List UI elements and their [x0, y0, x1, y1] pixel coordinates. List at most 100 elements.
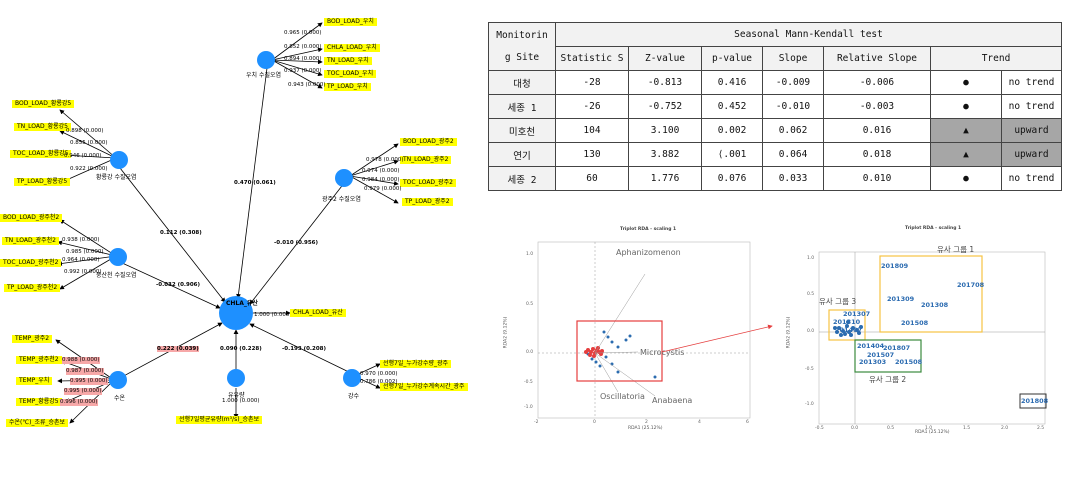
row-rel: -0.003: [823, 94, 931, 119]
row-site: 연기: [488, 142, 556, 167]
rda-right-xtick: -0.5: [815, 426, 824, 431]
suon-label-4: 수온(℃)_조류_승촌보: [6, 419, 69, 427]
site-label: 201309: [887, 295, 915, 303]
rda-right-xtick: 2.5: [1037, 426, 1045, 431]
rda-right-ytick: 0.5: [807, 292, 815, 297]
pungsan-label-3: TP_LOAD_광주천2: [4, 284, 61, 292]
rda-left-xlabel: RDA1 (25.12%): [628, 426, 663, 431]
col-site-header: Monitorin g Site: [488, 22, 556, 71]
pungsan-loading-0: 0.938 (0.000): [62, 237, 100, 243]
pungsan-loading-3: 0.992 (0.000): [64, 269, 102, 275]
row-s: -26: [555, 94, 629, 119]
rda-right-xtick: 0.5: [887, 426, 895, 431]
suon-label-2: TEMP_우치: [16, 377, 53, 385]
gangsu-loading-1: 0.786 (0.002): [360, 379, 398, 385]
table-row: 세종 1 -26 -0.752 0.452 -0.010 -0.003 ● no…: [488, 94, 1062, 119]
row-z: 3.100: [628, 118, 702, 143]
row-rel: 0.010: [823, 166, 931, 191]
rda-left-ytick: -1.0: [524, 405, 533, 410]
suon-label-1: TEMP_광주천2: [16, 356, 62, 364]
path-arrows: [55, 22, 399, 424]
row-trend: no trend: [1001, 70, 1062, 95]
hwangryong-label-1: TN_LOAD_황룡강5: [14, 123, 72, 131]
table-row: 미호천 104 3.100 0.002 0.062 0.016 ▲ upward: [488, 118, 1062, 143]
hwangryong-label-3: TP_LOAD_황룡강5: [14, 178, 71, 186]
rda-left-ytick: 0.5: [526, 302, 534, 307]
outlier-site-label: 201808: [1021, 397, 1049, 405]
rda-right-ylabel: RDA2 (9.12%): [786, 316, 792, 349]
species-oscillatoria: Oscillatoria: [600, 392, 645, 401]
mann-kendall-table: Monitorin g Site Seasonal Mann-Kendall te…: [488, 22, 1062, 191]
pungsan-label-1: TN_LOAD_광주천2: [2, 237, 60, 245]
hwangryong-path-coef: 0.112 (0.308): [160, 230, 202, 236]
row-trend-symbol: ●: [930, 94, 1002, 119]
site-label: 201508: [901, 319, 929, 327]
rda-left-ylabel: RDA2 (9.12%): [503, 316, 509, 349]
gwangju2-loading-0: 0.978 (0.000): [366, 157, 404, 163]
rda-right-ytick: 0.0: [807, 329, 815, 334]
node-gwangju2: [335, 169, 353, 187]
rda-left-title: Triplot RDA - scaling 1: [620, 227, 677, 232]
woochi-loading-4: 0.943 (0.000): [288, 82, 326, 88]
node-gangsu: [343, 369, 361, 387]
pungsan-label-2: TOC_LOAD_광주천2: [0, 259, 62, 267]
rda-right-xtick: 2.0: [1001, 426, 1009, 431]
gangsu-loading-0: 0.970 (0.000): [360, 371, 398, 377]
row-rel: 0.018: [823, 142, 931, 167]
node-chla: [219, 296, 253, 330]
chla-caption: CHLA_유산: [226, 300, 258, 307]
site-label: 201308: [921, 301, 949, 309]
chla-label: CHLA_LOAD_유산: [290, 309, 346, 317]
node-pungsan: [109, 248, 127, 266]
gwangju2-label-2: TOC_LOAD_광주2: [400, 179, 456, 187]
table-row: 연기 130 3.882 ⟨.001 0.064 0.018 ▲ upward: [488, 142, 1062, 167]
row-rel: -0.006: [823, 70, 931, 95]
gwangju2-label-1: TN_LOAD_광주2: [400, 156, 452, 164]
row-s: -28: [555, 70, 629, 95]
node-hwangryong: [110, 151, 128, 169]
row-trend: upward: [1001, 118, 1062, 143]
link-arrow: [661, 324, 773, 353]
row-slope: -0.010: [762, 94, 824, 119]
pungsan-loading-2: 0.964 (0.000): [62, 257, 100, 263]
gwangju2-label-0: BOD_LOAD_광주2: [400, 138, 457, 146]
site-label: 201307: [843, 310, 871, 318]
yuryang-loading-0: 1.000 (0.000): [222, 398, 260, 404]
gangsu-label-0: 선행7일_누가강수량_광주: [380, 360, 452, 368]
pungsan-path-coef: -0.032 (0.906): [156, 282, 201, 288]
hwangryong-label-2: TOC_LOAD_황룡강5: [10, 150, 72, 158]
table-row: 세종 2 60 1.776 0.076 0.033 0.010 ● no tre…: [488, 166, 1062, 191]
site-label: 201708: [957, 281, 985, 289]
row-slope: 0.062: [762, 118, 824, 143]
pungsan-caption: 풍산천 수질오염: [96, 272, 137, 279]
row-s: 104: [555, 118, 629, 143]
row-slope: -0.009: [762, 70, 824, 95]
suon-caption: 수온: [114, 395, 126, 402]
row-trend: no trend: [1001, 166, 1062, 191]
path-diagram: BOD_LOAD_우치 CHLA_LOAD_우치 TN_LOAD_우치 TOC_…: [0, 0, 470, 496]
woochi-loading-1: 0.852 (0.000): [284, 44, 322, 50]
row-rel: 0.016: [823, 118, 931, 143]
rda-right-ytick: 1.0: [807, 256, 815, 261]
hwangryong-loading-3: 0.922 (0.000): [70, 166, 108, 172]
gangsu-caption: 강수: [348, 393, 360, 400]
woochi-label-0: BOD_LOAD_우치: [324, 18, 377, 26]
species-anabaena: Anabaena: [652, 396, 693, 405]
site-label: 201508: [895, 358, 923, 366]
rda-left-canvas: [537, 241, 751, 419]
group-header: Seasonal Mann-Kendall test: [555, 22, 1062, 47]
group-3-label: 유사 그룹 3: [819, 297, 857, 306]
woochi-label-4: TP_LOAD_우치: [324, 83, 371, 91]
woochi-label-1: CHLA_LOAD_우치: [324, 44, 380, 52]
rda-right-xtick: 1.0: [925, 426, 933, 431]
row-trend-symbol: ●: [930, 70, 1002, 95]
species-microcystis: Microcystis: [640, 348, 685, 357]
rda-right-plot: Triplot RDA - scaling 1 유사 그룹 1 유사 그룹 3 …: [775, 222, 1065, 437]
species-aphanizomenon: Aphanizomenon: [616, 248, 681, 257]
node-yuryang: [227, 369, 245, 387]
row-z: 1.776: [628, 166, 702, 191]
site-label: 201310: [833, 318, 861, 326]
suon-loading-0: 0.988 (0.000): [62, 357, 100, 364]
gwangju2-loading-2: 0.984 (0.000): [362, 177, 400, 183]
rda-right-xlabel: RDA1 (25.12%): [915, 430, 950, 435]
